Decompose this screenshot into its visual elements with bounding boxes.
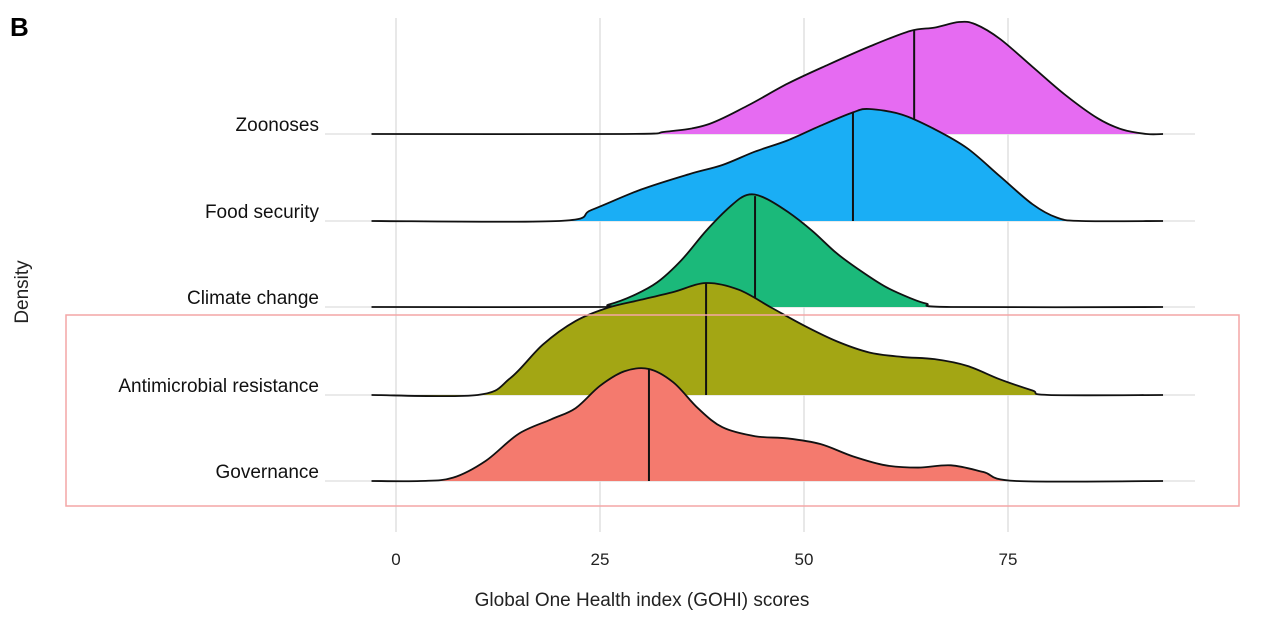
density-area <box>371 108 1164 222</box>
ridges <box>371 20 1164 483</box>
category-label: Antimicrobial resistance <box>118 376 319 397</box>
category-label: Climate change <box>187 288 319 309</box>
ridge-governance <box>371 367 1164 483</box>
category-labels: Zoonoses Food security Climate change Antim… <box>118 115 319 483</box>
ridge-zoonoses <box>371 20 1164 136</box>
density-area <box>371 282 1164 397</box>
category-label: Zoonoses <box>236 115 319 136</box>
x-tick-label: 25 <box>591 550 610 569</box>
density-outline <box>371 367 1164 483</box>
x-axis-title: Global One Health index (GOHI) scores <box>475 590 810 611</box>
density-outline <box>371 108 1164 223</box>
density-outline <box>371 193 1164 309</box>
density-area <box>371 194 1164 308</box>
density-outline <box>371 20 1164 136</box>
density-outline <box>371 282 1164 398</box>
y-axis-title: Density <box>12 260 33 324</box>
x-tick-label: 75 <box>999 550 1018 569</box>
ridge-antimicrobial-resistance <box>371 282 1164 398</box>
category-label: Governance <box>215 462 319 483</box>
ridge-food-security <box>371 108 1164 223</box>
x-tick-labels: 0 25 50 75 <box>391 550 1017 569</box>
ridge-climate-change <box>371 193 1164 309</box>
density-area <box>371 368 1164 482</box>
panel-label: B <box>10 12 29 42</box>
category-label: Food security <box>205 202 320 223</box>
x-tick-label: 50 <box>795 550 814 569</box>
x-tick-label: 0 <box>391 550 400 569</box>
density-area <box>371 21 1164 135</box>
highlight-box <box>65 314 1240 507</box>
